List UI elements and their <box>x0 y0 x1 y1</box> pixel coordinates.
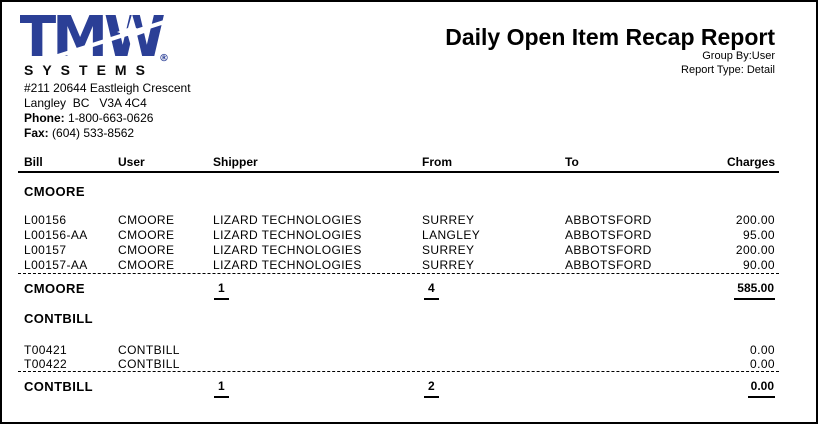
cell-from: SURREY <box>422 213 475 227</box>
header-rule <box>18 171 779 173</box>
table-row: L00157 CMOORE LIZARD TECHNOLOGIES SURREY… <box>2 243 816 257</box>
cell-to: ABBOTSFORD <box>565 213 652 227</box>
address-line-1: #211 20644 Eastleigh Crescent <box>24 81 191 95</box>
column-header-from: From <box>422 155 452 169</box>
phone-number: 1-800-663-0626 <box>68 111 154 125</box>
cell-bill: T00422 <box>24 357 68 371</box>
registered-trademark-icon: ® <box>159 53 169 64</box>
group-by-label: Group By:User <box>702 50 775 62</box>
column-header-to: To <box>565 155 579 169</box>
table-row: L00156 CMOORE LIZARD TECHNOLOGIES SURREY… <box>2 213 816 227</box>
cell-charges: 90.00 <box>742 258 775 272</box>
cell-shipper: LIZARD TECHNOLOGIES <box>213 243 362 257</box>
cell-from: SURREY <box>422 258 475 272</box>
cell-bill: L00156-AA <box>24 228 88 242</box>
column-header-user: User <box>118 155 145 169</box>
group-divider <box>18 371 779 372</box>
column-header-bill: Bill <box>24 155 43 169</box>
table-row: T00421 CONTBILL 0.00 <box>2 343 816 357</box>
table-row: L00156-AA CMOORE LIZARD TECHNOLOGIES LAN… <box>2 228 816 242</box>
cell-charges: 200.00 <box>735 213 775 227</box>
cell-charges: 0.00 <box>750 357 775 371</box>
group-divider <box>18 273 779 274</box>
group-total-charges: 0.00 <box>747 379 775 398</box>
star-sparkle-icon <box>117 14 147 50</box>
cell-charges: 0.00 <box>750 343 775 357</box>
column-header-shipper: Shipper <box>213 155 258 169</box>
cell-shipper: LIZARD TECHNOLOGIES <box>213 228 362 242</box>
systems-wordmark: SYSTEMS <box>24 62 154 78</box>
phone-line: Phone: 1-800-663-0626 <box>24 111 153 125</box>
group-total-shipper-count: 1 <box>214 379 229 398</box>
cell-user: CMOORE <box>118 258 175 272</box>
cell-bill: T00421 <box>24 343 68 357</box>
cell-bill: L00157 <box>24 243 67 257</box>
cell-user: CONTBILL <box>118 357 180 371</box>
group-total-from-count: 2 <box>424 379 439 398</box>
cell-user: CMOORE <box>118 243 175 257</box>
fax-line: Fax: (604) 533-8562 <box>24 126 134 140</box>
table-row: L00157-AA CMOORE LIZARD TECHNOLOGIES SUR… <box>2 258 816 272</box>
group-total-name: CMOORE <box>24 281 85 296</box>
cell-bill: L00157-AA <box>24 258 88 272</box>
cell-user: CMOORE <box>118 228 175 242</box>
cell-user: CONTBILL <box>118 343 180 357</box>
address-line-2: Langley BC V3A 4C4 <box>24 96 147 110</box>
cell-to: ABBOTSFORD <box>565 243 652 257</box>
group-total-charges: 585.00 <box>734 281 775 300</box>
cell-charges: 95.00 <box>742 228 775 242</box>
fax-label: Fax: <box>24 126 49 140</box>
cell-shipper: LIZARD TECHNOLOGIES <box>213 213 362 227</box>
group-header: CMOORE <box>24 184 85 199</box>
table-row: T00422 CONTBILL 0.00 <box>2 357 816 371</box>
cell-to: ABBOTSFORD <box>565 258 652 272</box>
report-type-label: Report Type: Detail <box>681 64 775 76</box>
phone-label: Phone: <box>24 111 65 125</box>
page-title: Daily Open Item Recap Report <box>445 24 775 50</box>
cell-from: SURREY <box>422 243 475 257</box>
cell-to: ABBOTSFORD <box>565 228 652 242</box>
cell-bill: L00156 <box>24 213 67 227</box>
group-total-name: CONTBILL <box>24 379 93 394</box>
cell-from: LANGLEY <box>422 228 481 242</box>
group-header: CONTBILL <box>24 311 93 326</box>
column-header-charges: Charges <box>726 155 775 169</box>
cell-user: CMOORE <box>118 213 175 227</box>
group-total-from-count: 4 <box>424 281 439 300</box>
tmw-logo: TMW ® <box>20 8 171 70</box>
group-total-shipper-count: 1 <box>214 281 229 300</box>
fax-number: (604) 533-8562 <box>52 126 135 140</box>
cell-shipper: LIZARD TECHNOLOGIES <box>213 258 362 272</box>
cell-charges: 200.00 <box>735 243 775 257</box>
